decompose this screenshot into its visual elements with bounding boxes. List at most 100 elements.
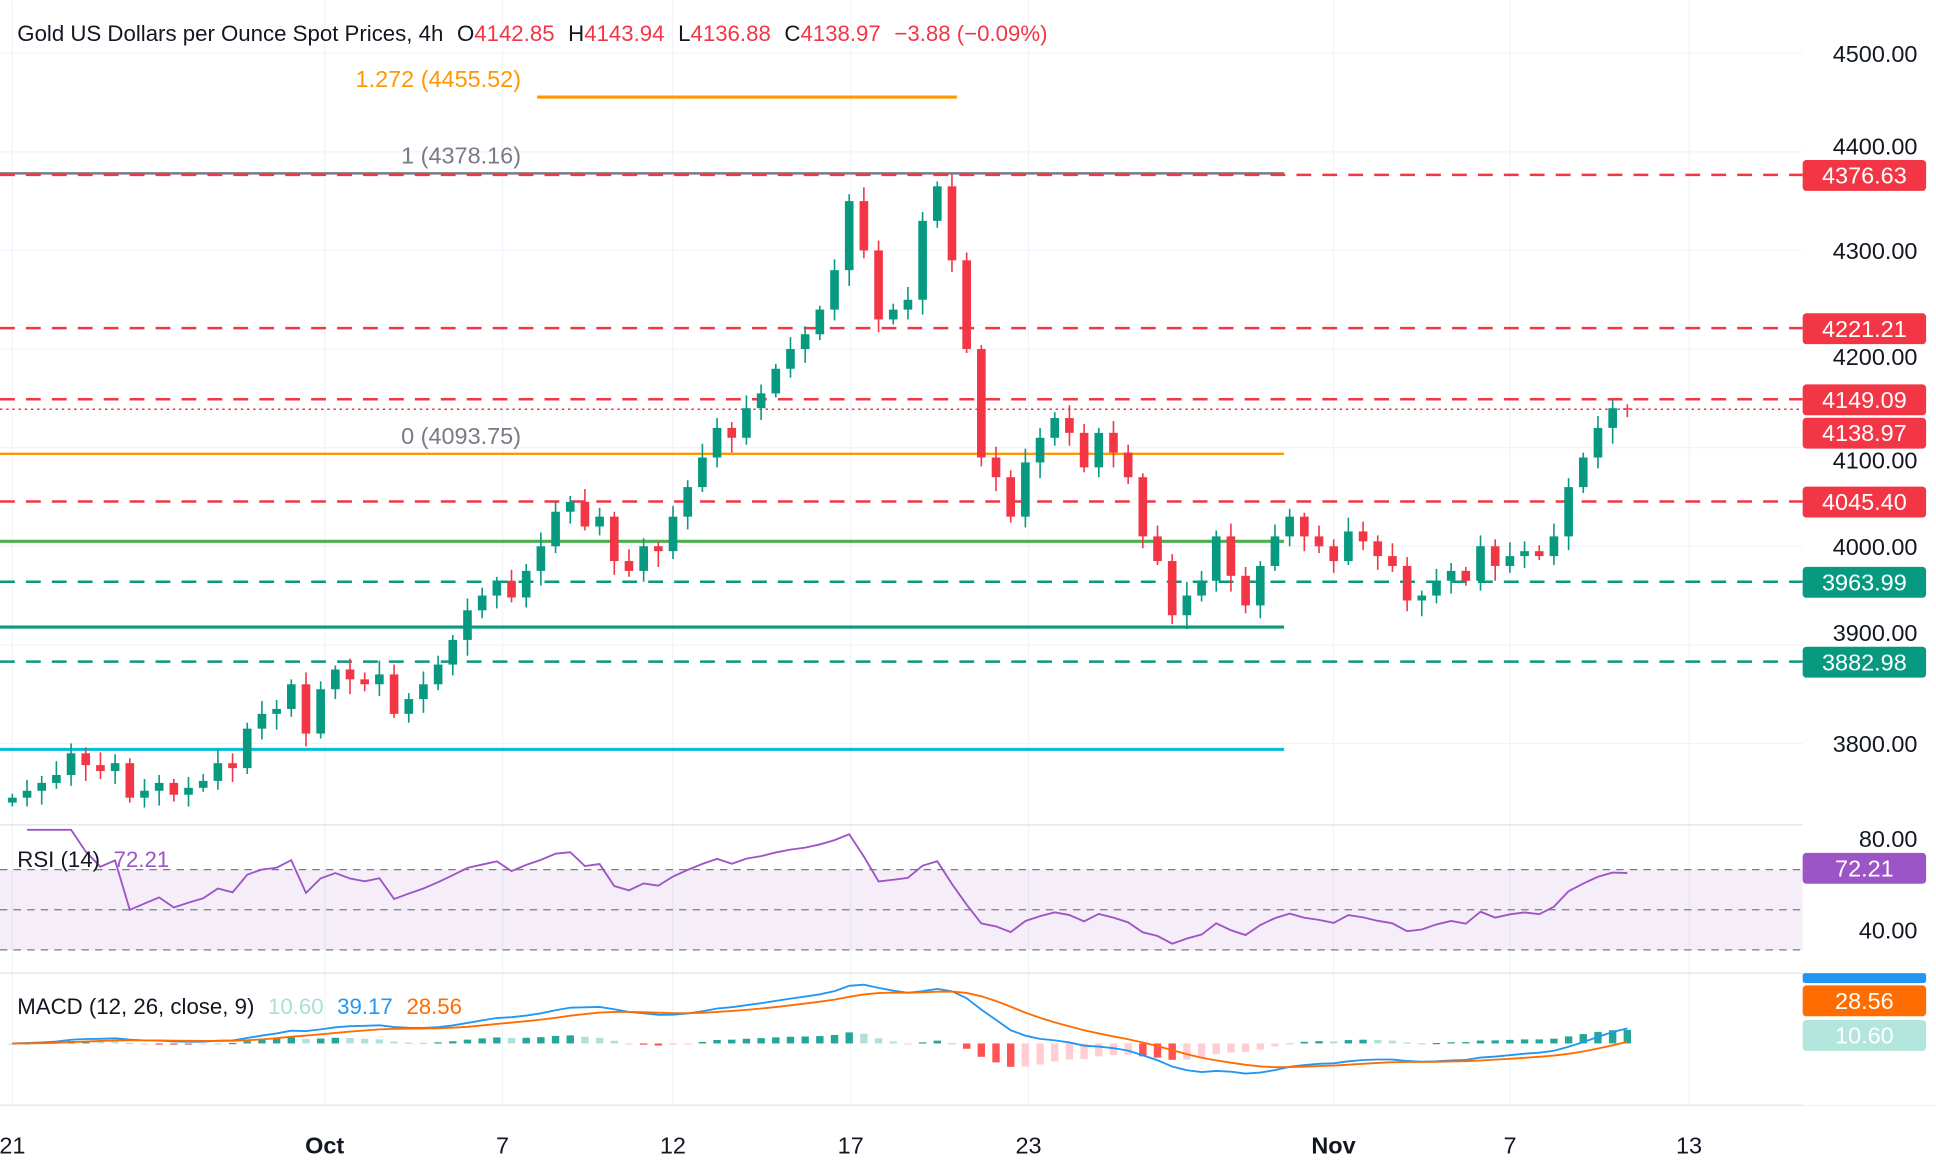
candle-body bbox=[110, 763, 120, 772]
macd-histogram-bar bbox=[992, 1043, 1000, 1063]
candle-body bbox=[830, 270, 839, 310]
candle-body bbox=[1344, 531, 1353, 562]
candle-body bbox=[1520, 551, 1529, 557]
candle-body bbox=[742, 408, 751, 438]
rsi-tick-label: 80.00 bbox=[1859, 826, 1918, 852]
low-value: 4136.88 bbox=[690, 21, 770, 46]
macd-histogram-bar bbox=[537, 1037, 545, 1044]
macd-histogram-bar bbox=[361, 1038, 369, 1044]
high-label: H bbox=[568, 21, 584, 46]
macd-histogram-bar bbox=[1065, 1043, 1074, 1060]
candle-body bbox=[184, 787, 193, 795]
macd-histogram-bar bbox=[639, 1043, 648, 1045]
price-tick-label: 4400.00 bbox=[1833, 133, 1918, 159]
candle-body bbox=[947, 186, 957, 261]
macd-histogram-bar bbox=[214, 1043, 222, 1045]
macd-histogram-bar bbox=[331, 1037, 340, 1044]
macd-histogram-bar bbox=[1124, 1043, 1132, 1055]
candle-body bbox=[1241, 575, 1250, 606]
macd-histogram-tag: 10.60 bbox=[1835, 1022, 1894, 1048]
macd-histogram-bar bbox=[1344, 1040, 1353, 1044]
macd-histogram-bar bbox=[1168, 1043, 1176, 1060]
legend: Gold US Dollars per Ounce Spot Prices, 4… bbox=[17, 21, 1047, 46]
candle-body bbox=[1432, 580, 1441, 596]
candle-body bbox=[492, 580, 502, 596]
candle-body bbox=[771, 368, 781, 394]
candle-body bbox=[448, 639, 458, 665]
price-tick-label: 4200.00 bbox=[1833, 344, 1918, 370]
candle-body bbox=[22, 790, 32, 798]
close-label: C bbox=[784, 21, 800, 46]
candle-body bbox=[595, 516, 604, 527]
resistance-price-tag: 4045.40 bbox=[1822, 489, 1907, 515]
macd-histogram-bar bbox=[228, 1042, 237, 1045]
macd-histogram-bar bbox=[845, 1032, 853, 1044]
candle-body bbox=[37, 782, 47, 791]
macd-histogram-bar bbox=[786, 1036, 795, 1044]
rsi-value-tag-box bbox=[1802, 852, 1927, 884]
candle-body bbox=[360, 679, 370, 685]
macd-histogram-bar bbox=[830, 1034, 839, 1044]
macd-histogram-bar bbox=[551, 1035, 560, 1044]
macd-histogram-bar bbox=[713, 1039, 721, 1044]
macd-histogram-bar bbox=[1080, 1043, 1088, 1059]
macd-histogram-bar bbox=[155, 1043, 163, 1045]
candle-body bbox=[609, 516, 619, 562]
candle-body bbox=[624, 561, 634, 571]
candle-body bbox=[1505, 556, 1515, 566]
macd-histogram-bar bbox=[860, 1033, 868, 1044]
candle-body bbox=[228, 763, 237, 769]
macd-histogram-bar bbox=[1403, 1042, 1411, 1044]
macd-histogram-bar bbox=[1506, 1039, 1514, 1044]
macd-histogram-bar bbox=[1285, 1043, 1294, 1045]
candle-body bbox=[316, 689, 325, 734]
rsi-value: 72.21 bbox=[114, 847, 170, 872]
time-tick-label: 17 bbox=[838, 1132, 864, 1158]
candle-body bbox=[1578, 457, 1588, 488]
candle-body bbox=[1623, 408, 1632, 410]
time-axis[interactable]: 21 Oct 7 12 17 23 Nov 7 13 bbox=[0, 1132, 1702, 1158]
candle-body bbox=[1388, 556, 1397, 566]
macd-pane bbox=[8, 983, 1632, 1075]
candle-body bbox=[536, 546, 546, 571]
close-value: 4138.97 bbox=[800, 21, 880, 46]
macd-histogram-bar bbox=[581, 1036, 589, 1044]
macd-histogram-value: 10.60 bbox=[268, 994, 324, 1019]
candle-body bbox=[1417, 595, 1427, 601]
candle-body bbox=[419, 684, 428, 700]
price-tick-label: 4000.00 bbox=[1833, 534, 1918, 560]
candle-body bbox=[52, 775, 61, 783]
macd-histogram-bar bbox=[918, 1042, 927, 1044]
candle-body bbox=[756, 393, 766, 409]
horizontal-lines[interactable]: 1.272 (4455.52) 1 (4378.16) 0 (4093.75) bbox=[0, 66, 1803, 751]
macd-histogram-bar bbox=[449, 1041, 457, 1044]
candle-body bbox=[1153, 536, 1162, 562]
candle-body bbox=[1402, 565, 1412, 601]
price-tick-label: 4500.00 bbox=[1833, 41, 1918, 67]
candle-body bbox=[140, 790, 149, 798]
macd-histogram-bar bbox=[1256, 1043, 1264, 1050]
time-tick-label: 7 bbox=[1504, 1132, 1517, 1158]
candle-body bbox=[654, 546, 663, 552]
macd-histogram-bar bbox=[1535, 1039, 1543, 1044]
macd-histogram-bar bbox=[272, 1038, 281, 1044]
candle-body bbox=[874, 250, 883, 320]
candle-body bbox=[903, 299, 913, 310]
candle-body bbox=[433, 664, 443, 685]
candle-body bbox=[331, 669, 340, 690]
macd-histogram-bar bbox=[816, 1036, 824, 1044]
candle-body bbox=[1564, 487, 1573, 537]
macd-histogram-bar bbox=[1579, 1034, 1587, 1044]
candle-body bbox=[712, 427, 722, 458]
price-axis[interactable]: 4376.63 4221.21 4149.09 4138.97 4045.40 3963.… bbox=[1802, 0, 1936, 1106]
time-tick-label: 21 bbox=[0, 1132, 25, 1158]
macd-histogram-bar bbox=[742, 1038, 751, 1044]
macd-histogram-bar bbox=[683, 1043, 692, 1045]
macd-histogram-bar bbox=[1623, 1029, 1632, 1044]
support-price-tag: 3882.98 bbox=[1822, 649, 1907, 675]
high-value: 4143.94 bbox=[584, 21, 664, 46]
macd-histogram-bar bbox=[610, 1040, 618, 1044]
macd-histogram-bar bbox=[1491, 1040, 1499, 1044]
candle-body bbox=[125, 763, 135, 798]
